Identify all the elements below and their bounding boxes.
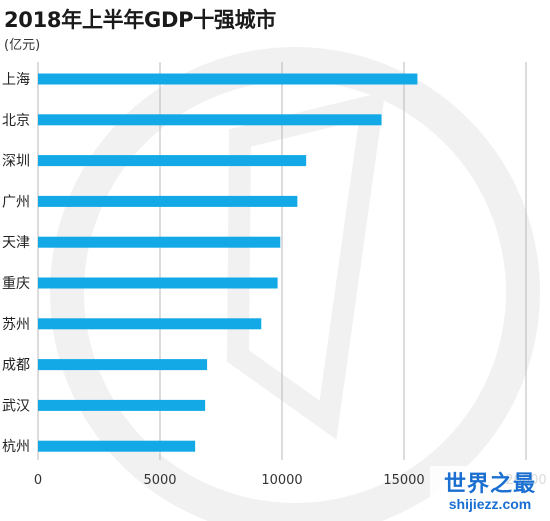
bar-7 (38, 359, 208, 371)
bar-9 (38, 440, 196, 452)
category-label: 北京 (2, 113, 30, 129)
category-label: 深圳 (2, 154, 30, 170)
category-label: 苏州 (2, 317, 30, 333)
category-label: 成都 (2, 358, 30, 374)
bars (38, 73, 418, 452)
x-tick-label: 0 (34, 473, 42, 488)
bar-4 (38, 236, 281, 248)
unit-label: (亿元) (4, 38, 41, 53)
bar-3 (38, 195, 298, 207)
bar-2 (38, 155, 307, 167)
x-tick-label: 15000 (383, 473, 424, 488)
grid (37, 62, 527, 460)
bar-0 (38, 73, 418, 85)
chart-title: 2018年上半年GDP十强城市 (4, 8, 277, 32)
bar-8 (38, 399, 206, 411)
category-label: 上海 (2, 72, 30, 88)
watermark-url: shijiezz.com (448, 496, 532, 512)
bar-1 (38, 114, 382, 126)
watermark-text: 世界之最 (443, 472, 536, 497)
category-label: 武汉 (2, 398, 30, 414)
category-label: 天津 (2, 235, 30, 251)
x-tick-label: 10000 (261, 473, 302, 488)
category-label: 杭州 (2, 439, 30, 455)
bar-6 (38, 318, 262, 330)
site-watermark: 世界之最 shijiezz.com (430, 466, 550, 521)
bar-5 (38, 277, 278, 289)
category-label: 广州 (2, 194, 30, 210)
x-tick-label: 5000 (143, 473, 176, 488)
category-label: 重庆 (2, 276, 30, 292)
